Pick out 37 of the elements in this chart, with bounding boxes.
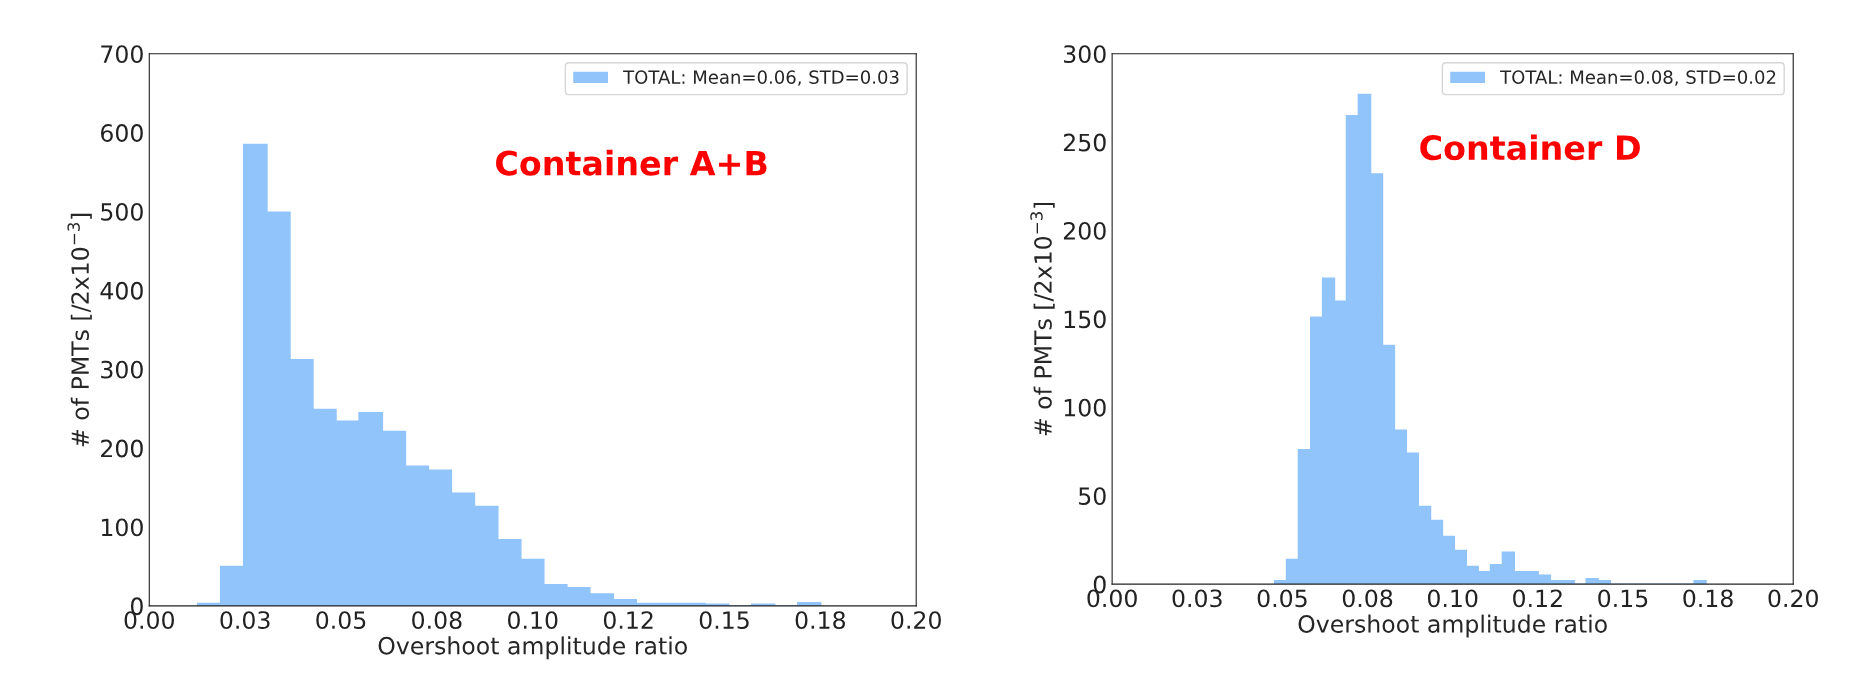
y-tick-label: 300 <box>1064 45 1106 64</box>
x-tick-label: 0.20 <box>891 611 941 630</box>
y-tick-label: 500 <box>101 202 143 221</box>
y-tick-label: 600 <box>101 124 143 142</box>
x-tick-label: 0.10 <box>508 611 558 630</box>
y-tick-label: 100 <box>1064 398 1106 417</box>
x-tick-label: 0.08 <box>1342 589 1393 608</box>
x-tick-label: 0.20 <box>1768 589 1818 608</box>
y-tick-label: 300 <box>101 360 143 379</box>
x-tick-label: 0.05 <box>1257 589 1307 608</box>
x-tick-label: 0.18 <box>1683 589 1733 608</box>
y-tick-label: 400 <box>100 281 143 300</box>
annotation: Container A+B <box>496 149 767 176</box>
y-tick-label: 100 <box>101 518 143 537</box>
x-tick-label: 0.03 <box>220 611 270 630</box>
y-tick-label: 150 <box>1064 310 1106 329</box>
y-tick-label: 200 <box>1063 221 1106 240</box>
x-tick-label: 0.12 <box>603 611 653 630</box>
legend-label: TOTAL: Mean=0.06, STD=0.03 <box>623 70 899 86</box>
x-tick-label: 0.12 <box>1513 589 1562 608</box>
x-tick-label: 0.18 <box>795 611 846 630</box>
x-tick-label: 0.15 <box>1598 589 1648 608</box>
x-tick-label: 0.10 <box>1427 589 1478 608</box>
y-tick-label: 700 <box>101 45 143 64</box>
x-tick-label: 0.08 <box>412 611 462 630</box>
x-tick-label: 0.05 <box>316 611 366 630</box>
x-axis-title: Overshoot amplitude ratio <box>1298 614 1607 638</box>
legend-label: TOTAL: Mean=0.08, STD=0.02 <box>1500 70 1776 86</box>
annotation: Container D <box>1420 134 1640 161</box>
y-tick-label: 200 <box>101 439 143 458</box>
y-tick-label: 250 <box>1063 133 1106 152</box>
y-axis-title: # of PMTs [/2x10$^{−3}$] <box>67 213 92 447</box>
x-axis-title: Overshoot amplitude ratio <box>378 636 687 660</box>
y-axis-title: # of PMTs [/2x10$^{−3}$] <box>1030 202 1055 436</box>
y-tick-label: 50 <box>1079 487 1106 506</box>
x-tick-label: 0.03 <box>1172 589 1222 608</box>
x-tick-label: 0.15 <box>699 611 749 630</box>
